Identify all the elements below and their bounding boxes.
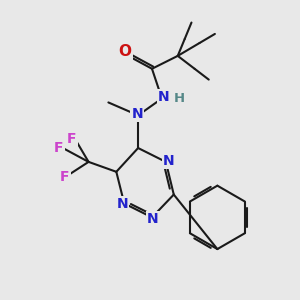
Text: F: F [67,132,76,146]
Text: H: H [174,92,185,105]
Text: N: N [131,107,143,121]
Text: F: F [54,141,64,155]
Text: N: N [158,91,170,104]
Text: N: N [116,197,128,212]
Text: F: F [60,170,70,184]
Text: N: N [147,212,159,226]
Text: N: N [163,154,175,168]
Text: O: O [119,44,132,59]
